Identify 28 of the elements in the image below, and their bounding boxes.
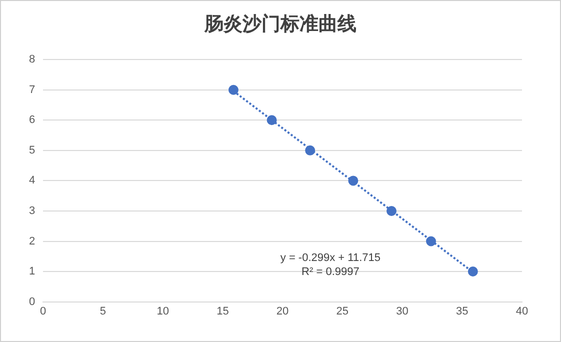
point <box>305 145 316 156</box>
x-tick-label: 40 <box>516 305 528 318</box>
x-tick-label: 10 <box>156 305 169 318</box>
y-tick-label: 1 <box>28 266 36 278</box>
annotation: y = -0.299x + 11.715 <box>280 252 380 264</box>
x-tick-label: 15 <box>216 305 229 318</box>
y-tick-label: 4 <box>28 174 36 187</box>
y-tick-label: 8 <box>28 54 36 66</box>
x-tick-label: 5 <box>100 305 106 318</box>
point <box>228 84 238 95</box>
x-tick-label: 25 <box>336 305 349 318</box>
x-tick-label: 35 <box>456 305 468 318</box>
x-tick-label: 0 <box>40 305 46 318</box>
y-tick-label: 5 <box>28 144 36 156</box>
annotation: R² = 0.9997 <box>302 266 360 278</box>
point <box>468 266 478 277</box>
point <box>266 115 277 126</box>
chart-title: 肠炎沙门标准曲线 <box>203 12 358 37</box>
point <box>426 236 436 246</box>
point <box>348 176 358 186</box>
x-tick-label: 30 <box>396 305 408 318</box>
point <box>386 206 397 216</box>
y-tick-label: 7 <box>28 84 36 96</box>
y-tick-label: 2 <box>28 235 36 248</box>
y-tick-label: 0 <box>28 296 36 308</box>
x-tick-label: 20 <box>276 305 289 318</box>
y-tick-label: 3 <box>28 205 36 218</box>
y-tick-label: 6 <box>28 114 36 126</box>
